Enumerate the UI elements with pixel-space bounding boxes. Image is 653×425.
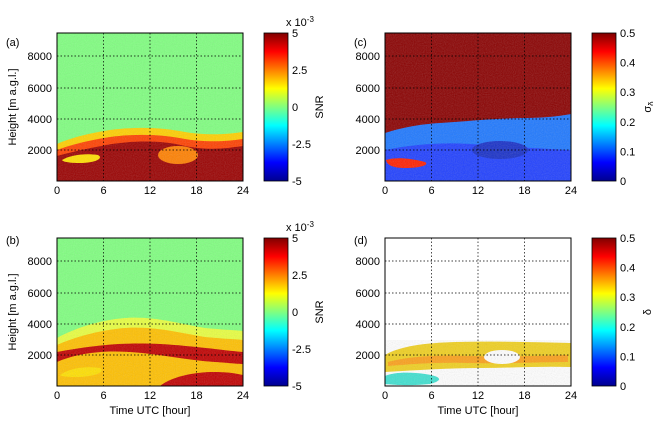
panel-d-grid — [385, 238, 571, 386]
panel-a-ytick-8000: 8000 — [28, 51, 52, 63]
panel-b-ytick-6000: 6000 — [28, 288, 52, 300]
panel-a-ytick-4000: 4000 — [28, 114, 52, 126]
panel-b-cbtick-m5: -5 — [292, 381, 302, 393]
panel-c-label: (c) — [354, 37, 367, 49]
panel-a-cbtick-2.5: 2.5 — [292, 65, 307, 77]
panel-a-grid — [57, 33, 243, 181]
panel-d-xlabel: Time UTC [hour] — [438, 405, 519, 417]
panel-b-xtick-24: 24 — [237, 390, 249, 402]
panel-c-xtick-18: 18 — [518, 185, 530, 197]
panel-b-ylabel: Height [m a.g.l.] — [7, 273, 19, 350]
panel-c-cbtick-0.4: 0.4 — [620, 58, 635, 70]
panel-c-ytick-2000: 2000 — [356, 145, 380, 157]
panel-b-plot — [56, 237, 244, 387]
panel-d-ytick-6000: 6000 — [356, 288, 380, 300]
panel-a-cbtick-0: 0 — [292, 102, 298, 114]
panel-d-cbtick-0.5: 0.5 — [620, 233, 635, 245]
panel-d-cbtick-0.2: 0.2 — [620, 322, 635, 334]
panel-a-ylabel: Height [m a.g.l.] — [7, 68, 19, 145]
panel-b-ytick-8000: 8000 — [28, 256, 52, 268]
panel-b-grid — [57, 238, 243, 386]
panel-c-plot — [384, 32, 572, 182]
panel-c-cbtick-0.5: 0.5 — [620, 28, 635, 40]
panel-b-xtick-0: 0 — [54, 390, 60, 402]
panel-a-colorbar-exponent: x 10-3 — [286, 15, 314, 29]
panel-d-cbtick-0: 0 — [620, 381, 626, 393]
panel-b-colorbar — [263, 237, 289, 387]
panel-c-cbtick-0.2: 0.2 — [620, 117, 635, 129]
panel-a-cbtick-m5: -5 — [292, 176, 302, 188]
panel-b-ytick-2000: 2000 — [28, 350, 52, 362]
panel-a-ytick-2000: 2000 — [28, 145, 52, 157]
panel-d-colorbar-label: δ — [642, 309, 653, 315]
panel-c-grid — [385, 33, 571, 181]
panel-d-ytick-2000: 2000 — [356, 350, 380, 362]
panel-b-xtick-18: 18 — [190, 390, 202, 402]
panel-a-label: (a) — [6, 37, 19, 49]
panel-c-ytick-8000: 8000 — [356, 51, 380, 63]
panel-d-cbtick-0.4: 0.4 — [620, 263, 635, 275]
panel-d-frame — [384, 237, 572, 387]
panel-a-xtick-12: 12 — [144, 185, 156, 197]
panel-c-xtick-6: 6 — [428, 185, 434, 197]
panel-d-cbtick-0.3: 0.3 — [620, 292, 635, 304]
panel-d-plot — [384, 237, 572, 387]
panel-c-colorbar — [591, 32, 617, 182]
panel-c-xtick-12: 12 — [472, 185, 484, 197]
panel-d-label: (d) — [354, 235, 367, 247]
panel-b-xlabel: Time UTC [hour] — [110, 405, 191, 417]
panel-a-xtick-6: 6 — [100, 185, 106, 197]
panel-b: (b) 0 6 12 18 24 2000 4000 6000 8000 Hei… — [6, 220, 326, 417]
panel-b-colorbar-label: SNR — [314, 300, 326, 323]
panel-b-cbtick-5: 5 — [292, 233, 298, 245]
panel-c-cbtick-0.1: 0.1 — [620, 146, 635, 158]
panel-b-cbtick-m2.5: -2.5 — [292, 344, 311, 356]
panel-b-colorbar-exponent: x 10-3 — [286, 220, 314, 234]
panel-b-frame — [56, 237, 244, 387]
panel-d-xtick-6: 6 — [428, 390, 434, 402]
panel-b-cbtick-0: 0 — [292, 307, 298, 319]
panel-a-frame — [56, 32, 244, 182]
panel-a-plot — [56, 32, 244, 182]
panel-d: (d) 0 6 12 18 24 2000 4000 6000 8000 Tim… — [354, 233, 653, 417]
panel-c-xtick-24: 24 — [565, 185, 577, 197]
panel-c-cbtick-0.3: 0.3 — [620, 87, 635, 99]
panel-c-frame — [384, 32, 572, 182]
panel-a-cbtick-m2.5: -2.5 — [292, 139, 311, 151]
panel-a-cbtick-5: 5 — [292, 28, 298, 40]
panel-a-xtick-0: 0 — [54, 185, 60, 197]
panel-d-cbtick-0.1: 0.1 — [620, 351, 635, 363]
panel-b-cbtick-2.5: 2.5 — [292, 270, 307, 282]
panel-c-xtick-0: 0 — [382, 185, 388, 197]
panel-a: (a) 0 6 12 18 24 2000 4000 6000 8000 Hei… — [6, 15, 326, 197]
panel-b-xtick-6: 6 — [100, 390, 106, 402]
panel-a-ytick-6000: 6000 — [28, 83, 52, 95]
panel-c-ytick-6000: 6000 — [356, 83, 380, 95]
panel-b-xtick-12: 12 — [144, 390, 156, 402]
panel-a-colorbar-label: SNR — [314, 95, 326, 118]
panel-a-colorbar — [263, 32, 289, 182]
panel-c-ytick-4000: 4000 — [356, 114, 380, 126]
panel-d-colorbar — [591, 237, 617, 387]
panel-d-xtick-12: 12 — [472, 390, 484, 402]
panel-a-xtick-24: 24 — [237, 185, 249, 197]
panel-d-xtick-24: 24 — [565, 390, 577, 402]
panel-d-xtick-18: 18 — [518, 390, 530, 402]
panel-c: (c) 0 6 12 18 24 2000 4000 6000 8000 0.5… — [354, 28, 653, 197]
panel-c-colorbar-label: σδ — [642, 101, 653, 113]
panel-d-ytick-8000: 8000 — [356, 256, 380, 268]
panel-b-label: (b) — [6, 235, 19, 247]
panel-c-cbtick-0: 0 — [620, 176, 626, 188]
panel-b-ytick-4000: 4000 — [28, 319, 52, 331]
panel-d-xtick-0: 0 — [382, 390, 388, 402]
panel-d-ytick-4000: 4000 — [356, 319, 380, 331]
panel-a-xtick-18: 18 — [190, 185, 202, 197]
